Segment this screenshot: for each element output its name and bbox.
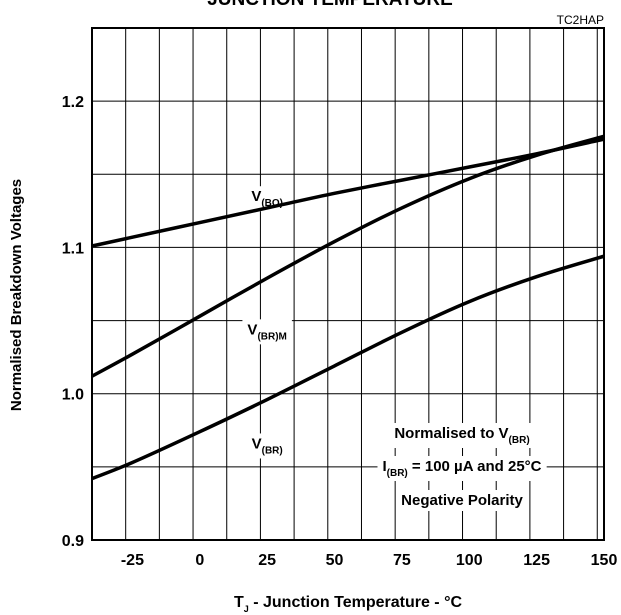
label-background <box>246 433 288 459</box>
series-label-vbrm: V(BR)M <box>247 321 286 342</box>
label-background <box>377 456 547 481</box>
x-tick-label: 25 <box>258 552 276 569</box>
annotation-line-3: Negative Polarity <box>401 492 523 509</box>
series-layer <box>91 134 605 481</box>
series-label-vbo-main: V <box>251 188 261 205</box>
x-axis-label-main: T <box>234 594 244 611</box>
label-background <box>396 490 529 511</box>
tick-labels: -25 0 25 50 75 100 125 150 0.9 1.0 1.1 1.2 <box>62 94 618 569</box>
x-tick-label: 150 <box>591 552 618 569</box>
x-axis-label: TJ - Junction Temperature - °C <box>234 594 462 614</box>
label-background <box>389 423 535 448</box>
series-line-vbrm <box>91 134 605 378</box>
annotation-line-2-main: I <box>382 458 386 475</box>
x-tick-label: 75 <box>393 552 411 569</box>
y-axis-label: Normalised Breakdown Voltages <box>8 179 25 411</box>
label-background <box>242 319 292 345</box>
series-line-vbr <box>91 254 605 481</box>
y-tick-label: 1.1 <box>62 240 84 257</box>
y-tick-label: 1.0 <box>62 387 84 404</box>
series-label-vbr-subscript: (BR) <box>262 445 283 456</box>
grid <box>91 28 604 541</box>
chart-title: JUNCTION TEMPERATURE <box>207 0 453 10</box>
series-label-vbrm-subscript: (BR)M <box>257 331 286 342</box>
plot-frame <box>91 27 605 541</box>
annotation-line-1: Normalised to V(BR) <box>394 425 529 446</box>
series-label-vbo: V(BO) <box>251 188 283 209</box>
x-tick-label: 0 <box>195 552 204 569</box>
series-line-vbo <box>91 137 605 248</box>
x-tick-label: -25 <box>121 552 144 569</box>
x-axis-label-rest: - Junction Temperature - °C <box>249 594 463 611</box>
annotation-line-2-subscript: (BR) <box>387 468 408 479</box>
x-tick-label: 100 <box>456 552 483 569</box>
figure-reference: TC2HAP <box>557 13 604 27</box>
x-axis-label-subscript: J <box>244 604 249 614</box>
x-tick-label: 50 <box>326 552 344 569</box>
y-tick-label: 1.2 <box>62 94 84 111</box>
annotation-line-1-main: Normalised to V <box>394 425 508 442</box>
series-labels: V(BO) V(BR)M V(BR) <box>247 188 286 456</box>
annotation-line-1-subscript: (BR) <box>509 435 530 446</box>
series-label-vbo-subscript: (BO) <box>261 198 283 209</box>
annotation-line-2-rest: = 100 µA and 25°C <box>408 458 542 475</box>
series-label-vbrm-main: V <box>247 321 257 338</box>
x-tick-label: 125 <box>523 552 550 569</box>
series-label-vbr: V(BR) <box>252 435 283 456</box>
annotation-line-2: I(BR) = 100 µA and 25°C <box>382 458 541 479</box>
annotation: Normalised to V(BR) I(BR) = 100 µA and 2… <box>382 425 541 509</box>
y-tick-label: 0.9 <box>62 533 84 550</box>
series-label-vbr-main: V <box>252 435 262 452</box>
annotation-box-layer <box>242 186 547 511</box>
